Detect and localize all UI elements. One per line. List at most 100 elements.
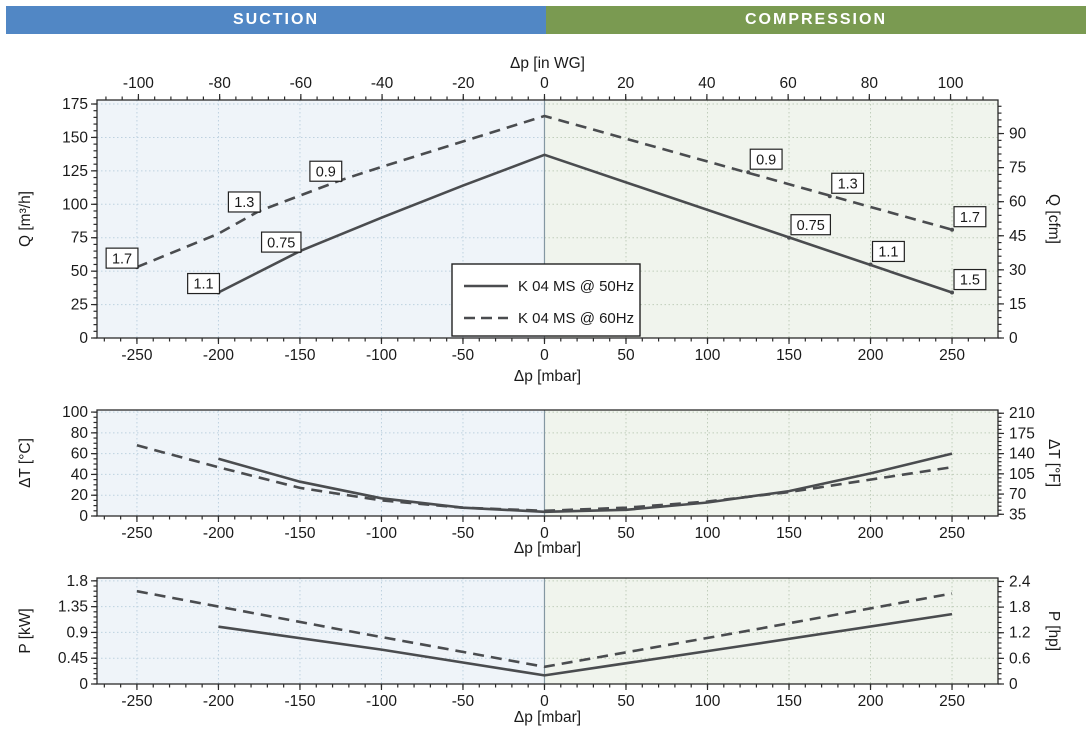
- axis-ticks: [91, 411, 1004, 522]
- svg-text:0: 0: [540, 75, 549, 92]
- svg-text:90: 90: [1009, 126, 1027, 143]
- svg-text:0: 0: [1009, 330, 1018, 347]
- svg-text:ΔT [°C]: ΔT [°C]: [17, 438, 34, 488]
- svg-text:-80: -80: [208, 75, 231, 92]
- series-solid: [218, 452, 953, 514]
- svg-text:40: 40: [71, 466, 89, 483]
- svg-text:0.9: 0.9: [66, 624, 88, 641]
- svg-text:50: 50: [617, 525, 635, 542]
- svg-text:0.6: 0.6: [1009, 650, 1031, 667]
- svg-text:Δp [in WG]: Δp [in WG]: [510, 55, 585, 72]
- svg-text:-100: -100: [366, 347, 397, 364]
- svg-text:250: 250: [939, 347, 965, 364]
- svg-text:P [hp]: P [hp]: [1045, 611, 1062, 651]
- series: [136, 444, 953, 514]
- svg-text:0.75: 0.75: [267, 235, 295, 251]
- svg-text:-150: -150: [284, 347, 315, 364]
- svg-text:100: 100: [695, 525, 721, 542]
- svg-text:150: 150: [62, 129, 88, 146]
- series-solid: [218, 612, 953, 677]
- svg-text:200: 200: [858, 347, 884, 364]
- svg-text:210: 210: [1009, 405, 1035, 422]
- svg-text:20: 20: [71, 487, 89, 504]
- svg-text:0: 0: [79, 508, 88, 525]
- series-dashed: [136, 589, 953, 669]
- svg-text:-40: -40: [371, 75, 394, 92]
- axis-ticks: [91, 94, 1004, 344]
- svg-text:60: 60: [71, 446, 89, 463]
- series-dashed: [136, 444, 953, 513]
- svg-text:100: 100: [62, 404, 88, 421]
- svg-text:150: 150: [776, 525, 802, 542]
- legend: K 04 MS @ 50Hz K 04 MS @ 60Hz: [451, 263, 641, 337]
- svg-text:K 04 MS @ 50Hz: K 04 MS @ 50Hz: [518, 278, 634, 295]
- svg-text:Δp [mbar]: Δp [mbar]: [514, 540, 581, 557]
- chart-2: -250 -200 -150 -100 -50 0 50 100 150 200 250 Δp [mb…: [17, 573, 1062, 726]
- svg-text:0: 0: [79, 330, 88, 347]
- svg-text:100: 100: [695, 347, 721, 364]
- svg-text:140: 140: [1009, 446, 1035, 463]
- compression-header-bar: COMPRESSION: [546, 6, 1086, 34]
- svg-text:-250: -250: [121, 693, 152, 710]
- svg-text:35: 35: [1009, 506, 1026, 523]
- svg-text:1.3: 1.3: [234, 195, 254, 211]
- svg-text:1.1: 1.1: [193, 277, 213, 293]
- svg-text:-60: -60: [290, 75, 313, 92]
- svg-text:K 04 MS @ 60Hz: K 04 MS @ 60Hz: [518, 310, 634, 327]
- svg-text:60: 60: [779, 75, 797, 92]
- svg-text:75: 75: [71, 230, 88, 247]
- svg-text:175: 175: [62, 96, 88, 113]
- svg-text:105: 105: [1009, 466, 1035, 483]
- svg-text:-100: -100: [123, 75, 154, 92]
- point-labels: 1.7 1.1 1.3 0.75 0.9 0.9 0.75 1.3 1.1 1.7 1.5: [105, 148, 987, 295]
- compression-label: COMPRESSION: [744, 11, 887, 28]
- svg-text:1.1: 1.1: [878, 245, 898, 261]
- svg-text:-100: -100: [366, 693, 397, 710]
- svg-text:0: 0: [540, 693, 549, 710]
- svg-text:75: 75: [1009, 160, 1026, 177]
- svg-text:-250: -250: [121, 525, 152, 542]
- svg-text:-50: -50: [452, 525, 475, 542]
- svg-text:0.45: 0.45: [58, 650, 88, 667]
- svg-text:1.7: 1.7: [960, 210, 980, 226]
- svg-text:45: 45: [1009, 228, 1026, 245]
- svg-text:1.2: 1.2: [1009, 625, 1031, 642]
- svg-text:-50: -50: [452, 693, 475, 710]
- svg-text:0: 0: [540, 525, 549, 542]
- svg-text:30: 30: [1009, 262, 1027, 279]
- svg-text:Q [m³/h]: Q [m³/h]: [17, 191, 34, 247]
- svg-text:0: 0: [540, 347, 549, 364]
- svg-text:25: 25: [71, 297, 88, 314]
- svg-text:150: 150: [776, 693, 802, 710]
- svg-text:125: 125: [62, 163, 88, 180]
- svg-text:1.5: 1.5: [960, 273, 980, 289]
- suction-header-bar: SUCTION: [6, 6, 546, 34]
- svg-text:80: 80: [71, 425, 89, 442]
- svg-text:Q [cfm]: Q [cfm]: [1045, 194, 1062, 244]
- svg-text:100: 100: [695, 693, 721, 710]
- svg-text:0.75: 0.75: [797, 218, 825, 234]
- suction-label: SUCTION: [233, 11, 319, 28]
- svg-text:1.3: 1.3: [838, 176, 858, 192]
- svg-text:175: 175: [1009, 425, 1035, 442]
- series-solid: [217, 153, 953, 294]
- svg-text:250: 250: [939, 525, 965, 542]
- svg-text:250: 250: [939, 693, 965, 710]
- svg-text:Δp [mbar]: Δp [mbar]: [514, 709, 581, 726]
- svg-text:0: 0: [1009, 676, 1018, 693]
- series: [136, 589, 953, 677]
- svg-text:100: 100: [62, 196, 88, 213]
- svg-text:80: 80: [861, 75, 879, 92]
- svg-text:0.9: 0.9: [756, 152, 776, 168]
- svg-text:-150: -150: [284, 693, 315, 710]
- svg-text:1.7: 1.7: [112, 251, 132, 267]
- svg-text:20: 20: [617, 75, 635, 92]
- svg-text:1.35: 1.35: [58, 599, 88, 616]
- svg-text:40: 40: [698, 75, 716, 92]
